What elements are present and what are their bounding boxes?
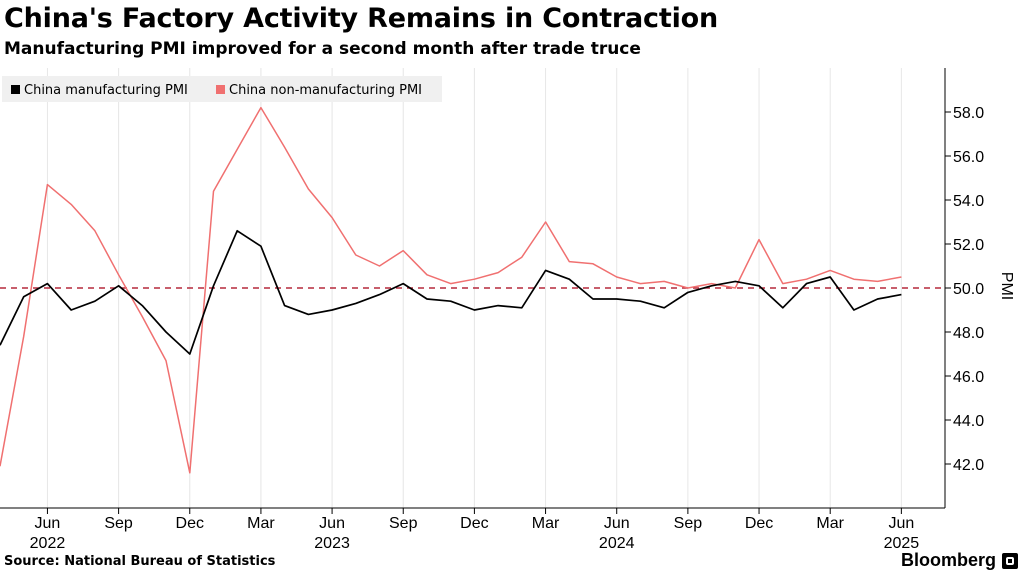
y-tick-label: 42.0 bbox=[953, 457, 984, 474]
series-line-manufacturing bbox=[0, 229, 902, 355]
x-tick-label: Dec bbox=[745, 515, 773, 532]
legend-label-non-manufacturing: China non-manufacturing PMI bbox=[229, 83, 422, 98]
legend: China manufacturing PMI China non-manufa… bbox=[2, 76, 442, 102]
y-tick-label: 44.0 bbox=[953, 413, 984, 430]
x-year-label: 2025 bbox=[884, 535, 920, 552]
x-tick-label: Dec bbox=[460, 515, 488, 532]
x-tick-label: Sep bbox=[104, 515, 133, 532]
x-tick-label: Mar bbox=[247, 515, 275, 532]
y-tick-label: 54.0 bbox=[953, 193, 984, 210]
source-note: Source: National Bureau of Statistics bbox=[4, 554, 276, 569]
y-tick-label: 52.0 bbox=[953, 237, 984, 254]
x-tick-label: Mar bbox=[532, 515, 560, 532]
x-tick-label: Jun bbox=[888, 515, 914, 532]
x-axis-labels: Jun Sep Dec Mar Jun Sep Dec Mar Jun Sep Dec Mar Jun 2… bbox=[30, 508, 920, 552]
x-year-label: 2024 bbox=[599, 535, 635, 552]
chart-title: China's Factory Activity Remains in Cont… bbox=[4, 3, 718, 34]
x-tick-label: Jun bbox=[35, 515, 61, 532]
x-tick-label: Sep bbox=[389, 515, 418, 532]
x-year-label: 2023 bbox=[314, 535, 350, 552]
x-tick-label: Mar bbox=[816, 515, 844, 532]
legend-swatch-non-manufacturing bbox=[216, 85, 225, 94]
x-tick-label: Jun bbox=[319, 515, 345, 532]
y-axis-labels: 42.0 44.0 46.0 48.0 50.0 52.0 54.0 56.0 58.0 bbox=[945, 105, 984, 474]
y-tick-label: 58.0 bbox=[953, 105, 984, 122]
x-tick-label: Dec bbox=[176, 515, 204, 532]
series-line-non-manufacturing bbox=[0, 106, 902, 474]
y-axis-title: PMI bbox=[998, 272, 1015, 300]
legend-swatch-manufacturing bbox=[11, 85, 20, 94]
x-tick-label: Sep bbox=[674, 515, 703, 532]
y-tick-label: 50.0 bbox=[953, 281, 984, 298]
series-lines bbox=[0, 106, 902, 474]
y-tick-label: 56.0 bbox=[953, 149, 984, 166]
bloomberg-square-icon bbox=[1002, 553, 1018, 569]
legend-label-manufacturing: China manufacturing PMI bbox=[24, 83, 188, 98]
bloomberg-logo: Bloomberg bbox=[900, 550, 996, 570]
chart-subtitle: Manufacturing PMI improved for a second … bbox=[4, 39, 641, 59]
y-tick-label: 48.0 bbox=[953, 325, 984, 342]
y-tick-label: 46.0 bbox=[953, 369, 984, 386]
x-year-label: 2022 bbox=[30, 535, 66, 552]
x-tick-label: Jun bbox=[604, 515, 630, 532]
